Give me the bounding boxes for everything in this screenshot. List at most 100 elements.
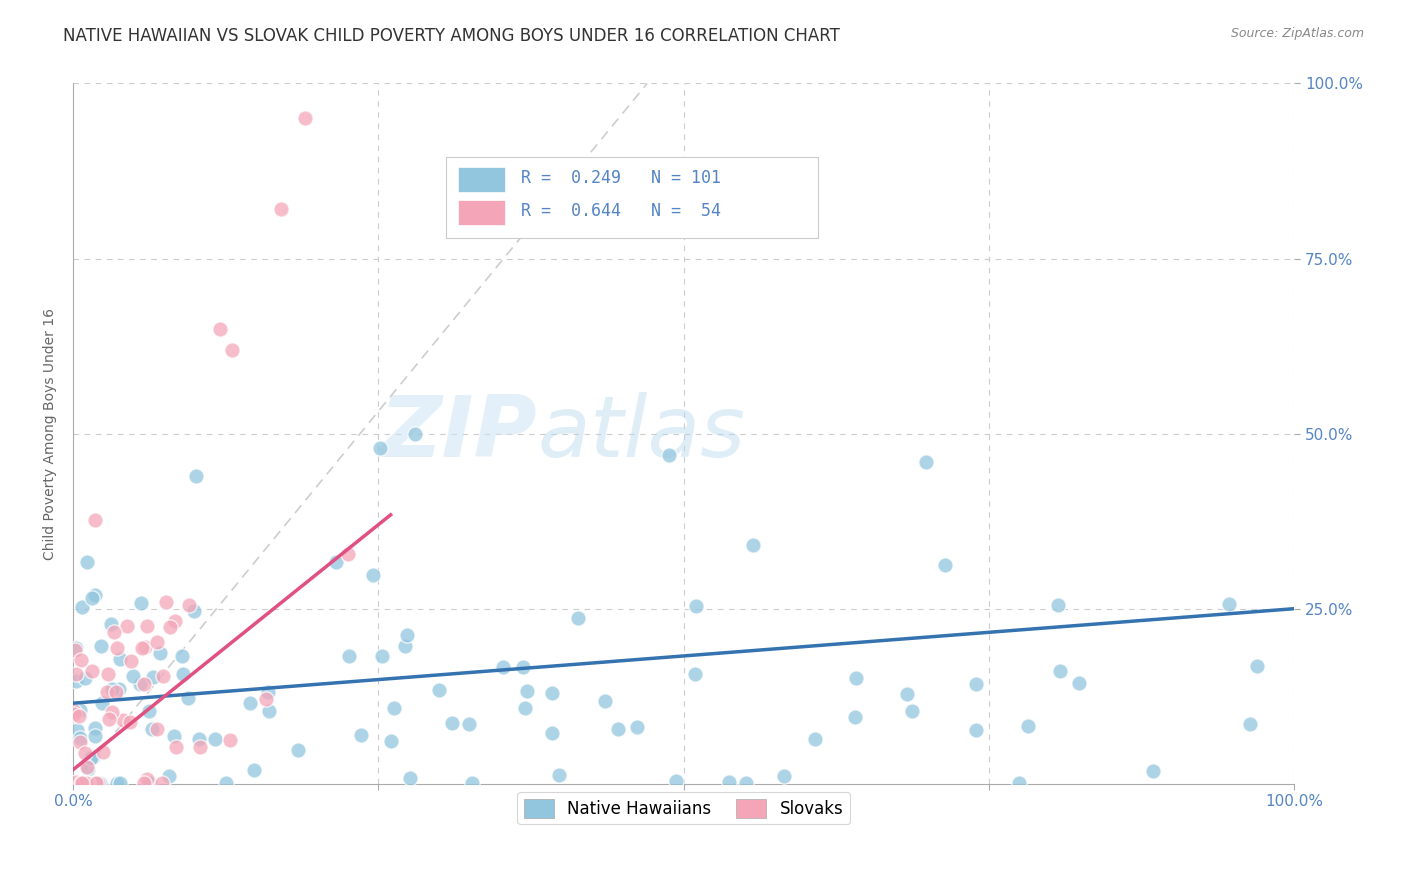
Point <box>394 639 416 653</box>
Point <box>141 722 163 736</box>
Point <box>149 646 172 660</box>
Point <box>91 745 114 759</box>
Point <box>84 721 107 735</box>
Point <box>350 728 373 742</box>
Point <box>138 704 160 718</box>
Point <box>184 468 207 483</box>
Point <box>915 454 938 468</box>
Point <box>97 667 120 681</box>
Point <box>548 767 571 781</box>
Point <box>63 705 86 719</box>
Point <box>157 768 180 782</box>
Point <box>105 640 128 655</box>
Point <box>965 723 987 737</box>
Point <box>440 715 463 730</box>
Point <box>361 567 384 582</box>
Point <box>965 677 987 691</box>
Point <box>934 558 956 572</box>
Point <box>685 599 707 613</box>
Point <box>404 426 426 441</box>
Point <box>257 685 280 699</box>
Point <box>1142 764 1164 779</box>
Point <box>150 776 173 790</box>
Point <box>516 683 538 698</box>
Point <box>134 677 156 691</box>
Point <box>294 112 316 126</box>
Point <box>1246 658 1268 673</box>
Point <box>67 709 90 723</box>
Point <box>131 641 153 656</box>
Point <box>73 776 96 790</box>
Point <box>115 619 138 633</box>
Point <box>84 776 107 790</box>
Point <box>83 588 105 602</box>
Point <box>370 441 392 455</box>
Point <box>134 640 156 654</box>
Point <box>112 714 135 728</box>
Point <box>734 776 756 790</box>
Point <box>69 731 91 746</box>
Point <box>110 652 132 666</box>
Point <box>1218 597 1240 611</box>
Point <box>172 667 194 681</box>
Point <box>461 776 484 790</box>
Point <box>139 776 162 790</box>
Point <box>65 674 87 689</box>
Point <box>63 642 86 657</box>
Point <box>97 712 120 726</box>
Point <box>73 746 96 760</box>
Point <box>136 619 159 633</box>
Point <box>287 742 309 756</box>
Point <box>541 725 564 739</box>
Point <box>170 648 193 663</box>
Point <box>100 617 122 632</box>
FancyBboxPatch shape <box>446 157 818 237</box>
Point <box>76 763 98 777</box>
Point <box>70 776 93 790</box>
Point <box>131 597 153 611</box>
Point <box>513 700 536 714</box>
Legend: Native Hawaiians, Slovaks: Native Hawaiians, Slovaks <box>517 792 851 824</box>
Point <box>108 681 131 696</box>
Point <box>1046 598 1069 612</box>
Point <box>1239 717 1261 731</box>
Point <box>121 669 143 683</box>
Point <box>79 750 101 764</box>
FancyBboxPatch shape <box>458 167 506 192</box>
Point <box>382 701 405 715</box>
Point <box>165 739 187 754</box>
Point <box>395 627 418 641</box>
Point <box>177 598 200 612</box>
Point <box>145 635 167 649</box>
Text: R =  0.644   N =  54: R = 0.644 N = 54 <box>522 202 721 220</box>
Point <box>159 620 181 634</box>
Point <box>718 775 741 789</box>
Point <box>606 723 628 737</box>
Point <box>208 321 231 335</box>
Point <box>567 611 589 625</box>
Point <box>65 723 87 737</box>
Point <box>188 732 211 747</box>
Point <box>80 591 103 605</box>
Point <box>96 685 118 699</box>
Point <box>177 690 200 705</box>
Point <box>188 740 211 755</box>
Point <box>512 660 534 674</box>
Point <box>82 749 104 764</box>
Point <box>120 654 142 668</box>
Point <box>665 774 688 789</box>
Point <box>72 600 94 615</box>
Point <box>155 595 177 609</box>
Point <box>82 664 104 678</box>
Point <box>742 538 765 552</box>
Point <box>105 684 128 698</box>
Point <box>76 760 98 774</box>
Point <box>492 660 515 674</box>
Point <box>136 772 159 786</box>
Point <box>804 732 827 747</box>
Point <box>371 648 394 663</box>
Point <box>380 734 402 748</box>
Point <box>1049 664 1071 678</box>
Point <box>162 729 184 743</box>
Point <box>145 722 167 736</box>
